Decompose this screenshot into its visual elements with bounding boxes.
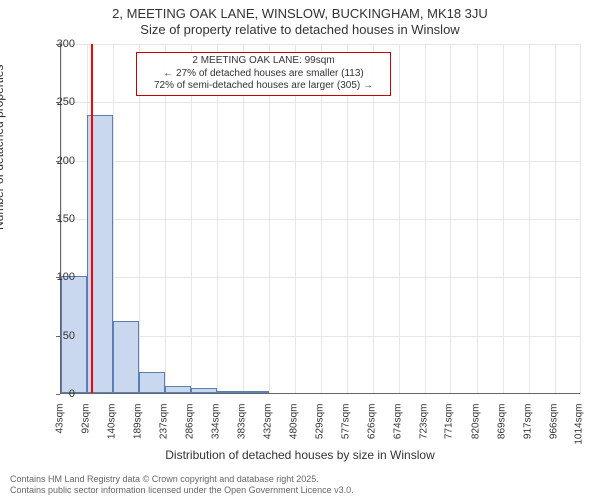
gridline-vertical (295, 44, 296, 393)
x-tick-label: 626sqm (366, 404, 377, 454)
gridline-vertical (243, 44, 244, 393)
x-tick-label: 529sqm (315, 404, 326, 454)
y-tick-mark (56, 44, 60, 45)
gridline-vertical (269, 44, 270, 393)
x-tick-label: 1014sqm (574, 404, 585, 454)
y-tick-label: 250 (35, 96, 75, 108)
y-tick-label: 50 (35, 330, 75, 342)
y-tick-label: 300 (35, 38, 75, 50)
y-tick-mark (56, 394, 60, 395)
y-tick-label: 200 (35, 155, 75, 167)
gridline-vertical (347, 44, 348, 393)
x-tick-label: 432sqm (263, 404, 274, 454)
x-axis-label: Distribution of detached houses by size … (0, 448, 600, 462)
x-tick-label: 577sqm (340, 404, 351, 454)
histogram-bar (139, 372, 165, 393)
x-tick-label: 334sqm (210, 404, 221, 454)
footer-line-2: Contains public sector information licen… (10, 485, 354, 496)
histogram-bar (113, 321, 139, 393)
gridline-vertical (529, 44, 530, 393)
y-tick-mark (56, 219, 60, 220)
x-tick-label: 917sqm (522, 404, 533, 454)
x-tick-label: 286sqm (185, 404, 196, 454)
x-tick-label: 189sqm (133, 404, 144, 454)
histogram-bar (243, 391, 269, 393)
subject-property-marker (91, 44, 93, 393)
gridline-vertical (217, 44, 218, 393)
chart-title-address: 2, MEETING OAK LANE, WINSLOW, BUCKINGHAM… (0, 6, 600, 21)
gridline-vertical (139, 44, 140, 393)
x-tick-label: 966sqm (548, 404, 559, 454)
y-tick-mark (56, 277, 60, 278)
y-tick-label: 100 (35, 271, 75, 283)
gridline-vertical (373, 44, 374, 393)
x-tick-label: 237sqm (158, 404, 169, 454)
x-tick-label: 820sqm (470, 404, 481, 454)
plot-area: 2 MEETING OAK LANE: 99sqm← 27% of detach… (60, 44, 580, 394)
x-tick-label: 674sqm (392, 404, 403, 454)
chart-subtitle: Size of property relative to detached ho… (0, 22, 600, 37)
x-tick-label: 383sqm (236, 404, 247, 454)
annotation-line-1: 2 MEETING OAK LANE: 99sqm (143, 55, 384, 68)
annotation-box: 2 MEETING OAK LANE: 99sqm← 27% of detach… (136, 52, 391, 96)
gridline-vertical (555, 44, 556, 393)
y-tick-mark (56, 102, 60, 103)
gridline-vertical (399, 44, 400, 393)
gridline-vertical (191, 44, 192, 393)
x-tick-label: 480sqm (288, 404, 299, 454)
gridline-vertical (503, 44, 504, 393)
gridline-vertical (165, 44, 166, 393)
histogram-bar (191, 388, 217, 393)
x-tick-label: 140sqm (106, 404, 117, 454)
x-tick-label: 43sqm (55, 404, 66, 454)
y-tick-label: 150 (35, 213, 75, 225)
gridline-vertical (580, 44, 581, 393)
gridline-vertical (425, 44, 426, 393)
x-tick-label: 869sqm (496, 404, 507, 454)
chart-container: 2, MEETING OAK LANE, WINSLOW, BUCKINGHAM… (0, 0, 600, 500)
y-tick-mark (56, 161, 60, 162)
annotation-line-3: 72% of semi-detached houses are larger (… (143, 80, 384, 93)
x-tick-label: 723sqm (418, 404, 429, 454)
gridline-vertical (450, 44, 451, 393)
attribution-footer: Contains HM Land Registry data © Crown c… (10, 474, 354, 496)
y-tick-label: 0 (35, 388, 75, 400)
gridline-vertical (477, 44, 478, 393)
y-tick-mark (56, 336, 60, 337)
x-tick-label: 771sqm (444, 404, 455, 454)
footer-line-1: Contains HM Land Registry data © Crown c… (10, 474, 354, 485)
gridline-vertical (321, 44, 322, 393)
x-tick-label: 92sqm (81, 404, 92, 454)
histogram-bar (165, 386, 191, 393)
histogram-bar (217, 391, 243, 393)
y-axis-label: Number of detached properties (0, 65, 6, 230)
annotation-line-2: ← 27% of detached houses are smaller (11… (143, 68, 384, 81)
